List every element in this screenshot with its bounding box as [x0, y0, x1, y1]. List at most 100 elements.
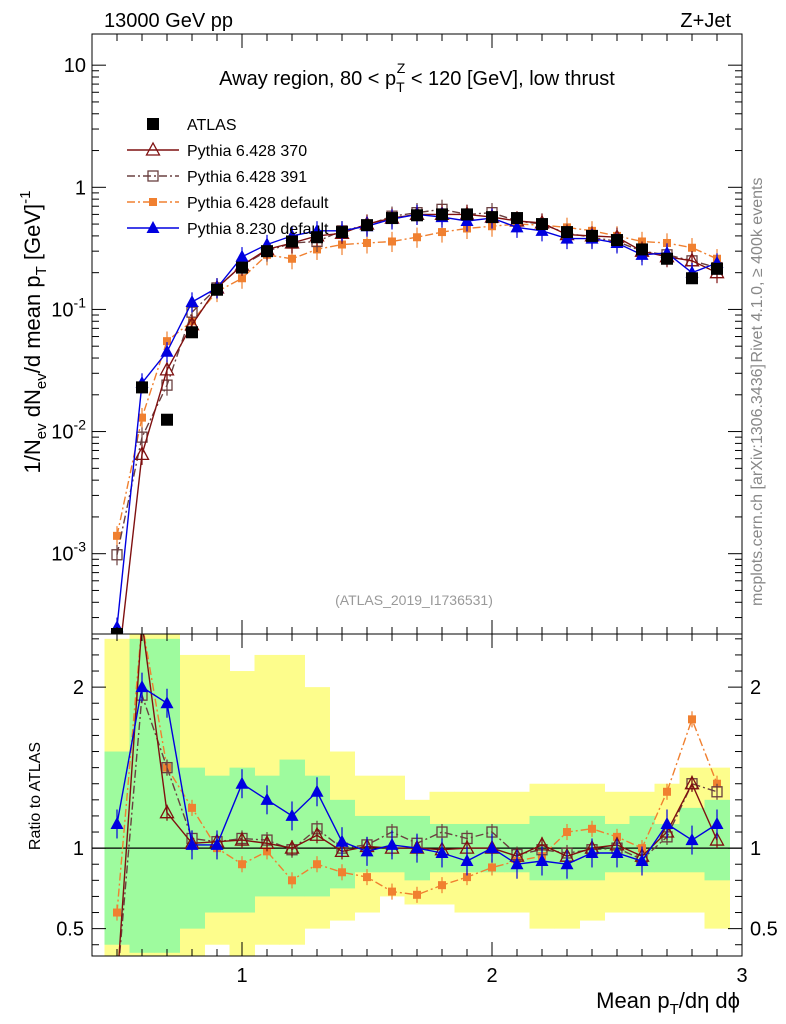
ratio-point-p8def — [535, 854, 549, 867]
ratio-y-tick-label-right: 2 — [750, 677, 761, 699]
ratio-point-p8def — [610, 845, 624, 858]
ratio-point-p370 — [284, 839, 300, 854]
ratio-point-p8def — [710, 816, 724, 829]
ratio-point-p8def — [210, 837, 224, 850]
plot-title: Away region, 80 < pTZ < 120 [GeV], low t… — [219, 60, 615, 95]
series-line-p6def — [116, 223, 718, 536]
ratio-point-p6def — [363, 873, 371, 882]
legend-label-p6def: Pythia 6.428 default — [187, 195, 329, 212]
ratio-y-tick-label-right: 1 — [750, 838, 761, 860]
legend-marker-p370 — [145, 141, 161, 156]
ratio-point-p6def — [138, 619, 146, 627]
ratio-point-p6def — [188, 803, 196, 812]
ratio-point-p6def — [238, 860, 246, 869]
data-point-p6def — [288, 254, 296, 263]
legend-marker-p6def — [149, 198, 157, 206]
data-point-atlas — [211, 283, 223, 296]
legend: ATLAS Pythia 6.428 370 Pythia 6.428 391 Pyt… — [127, 117, 329, 238]
ratio-point-p8def — [160, 696, 174, 709]
series-p8def — [110, 204, 724, 634]
ratio-point-p8def — [360, 844, 374, 857]
ratio-point-p8def — [510, 857, 524, 870]
data-point-p6def — [163, 337, 171, 346]
ratio-point-p8def — [460, 854, 474, 867]
ratio-point-p8def — [685, 833, 699, 846]
data-point-atlas — [686, 272, 698, 285]
data-point-atlas — [386, 212, 398, 225]
ratio-point-p6def — [113, 908, 121, 917]
legend-entry-atlas: ATLAS — [147, 117, 237, 134]
ratio-point-p370 — [159, 804, 175, 819]
ratio-point-p6def — [338, 868, 346, 877]
legend-label-p370: Pythia 6.428 370 — [187, 143, 307, 160]
data-point-atlas — [436, 208, 448, 221]
data-point-p6def — [113, 531, 121, 540]
ratio-y-tick-label-right: 0.5 — [750, 919, 778, 941]
ratio-point-p370 — [684, 775, 700, 790]
data-point-atlas — [186, 326, 198, 339]
data-point-p391 — [111, 549, 123, 561]
ratio-y-tick-label: 1 — [73, 838, 84, 860]
legend-label-p391: Pythia 6.428 391 — [187, 169, 307, 186]
data-point-p8def — [160, 344, 174, 357]
band-green-bin — [154, 638, 180, 953]
ratio-y-tick-label: 0.5 — [56, 919, 84, 941]
data-point-atlas — [486, 211, 498, 224]
legend-label-p8def: Pythia 8.230 default — [187, 221, 329, 238]
x-axis-label: Mean pT/dη dϕ — [596, 988, 740, 1018]
legend-label-atlas: ATLAS — [187, 117, 237, 134]
series-p6def — [113, 214, 721, 547]
data-point-p8def — [185, 295, 199, 308]
y-tick-label: 10-1 — [51, 294, 86, 321]
header-left-label: 13000 GeV pp — [104, 10, 233, 32]
ratio-point-p370 — [709, 831, 725, 846]
ratio-point-p391 — [711, 786, 723, 798]
data-point-atlas — [636, 243, 648, 256]
y-axis-label: 1/Nev dNev/d mean pT [GeV]-1 — [17, 191, 50, 474]
ratio-point-p370 — [309, 826, 325, 841]
data-point-p370 — [159, 361, 175, 376]
series-line-p8def — [116, 213, 718, 628]
ratio-point-p6def — [588, 824, 596, 833]
ratio-point-p8def — [585, 845, 599, 858]
rivet-version-note: Rivet 4.1.0, ≥ 400k events — [749, 178, 766, 363]
data-point-atlas — [611, 234, 623, 247]
legend-entry-p370: Pythia 6.428 370 — [127, 141, 307, 160]
ratio-point-p8def — [385, 837, 399, 850]
y-tick-label: 10-2 — [51, 417, 86, 444]
data-point-p6def — [663, 238, 671, 247]
ratio-point-p8def — [660, 816, 674, 829]
ratio-plot-axes: 2 2 1 1 0.5 0.5 1 2 3 — [56, 634, 778, 987]
legend-entry-p391: Pythia 6.428 391 — [127, 169, 307, 186]
ratio-point-p6def — [688, 715, 696, 724]
ratio-point-p8def — [260, 792, 274, 805]
ratio-point-p370 — [234, 831, 250, 846]
ratio-point-p6def — [488, 863, 496, 872]
data-point-p8def — [510, 220, 524, 233]
x-tick-label: 1 — [236, 965, 247, 987]
ratio-point-p8def — [235, 776, 249, 789]
series-p391 — [111, 199, 723, 566]
data-point-atlas — [136, 381, 148, 394]
legend-entry-p8def: Pythia 8.230 default — [127, 221, 329, 238]
plot-title-pre: Away region, 80 < p — [219, 68, 396, 90]
data-point-p6def — [238, 274, 246, 283]
data-point-p6def — [388, 237, 396, 246]
plot-title-sup: Z — [397, 60, 406, 76]
y-tick-label: 10-3 — [51, 539, 86, 566]
plot-title-post: < 120 [GeV], low thrust — [405, 68, 615, 90]
data-point-p8def — [235, 249, 249, 262]
series-line-p391 — [116, 208, 718, 555]
ratio-point-p6def — [663, 787, 671, 796]
ratio-series-p8def — [110, 672, 724, 879]
ratio-point-p8def — [410, 841, 424, 854]
main-plot-data-layer — [110, 199, 725, 634]
ratio-point-p8def — [110, 816, 124, 829]
ratio-point-p6def — [413, 890, 421, 899]
data-point-atlas — [236, 261, 248, 274]
data-point-atlas — [286, 235, 298, 248]
series-p370 — [121, 204, 725, 634]
data-point-atlas — [561, 226, 573, 239]
x-tick-label: 2 — [486, 965, 497, 987]
